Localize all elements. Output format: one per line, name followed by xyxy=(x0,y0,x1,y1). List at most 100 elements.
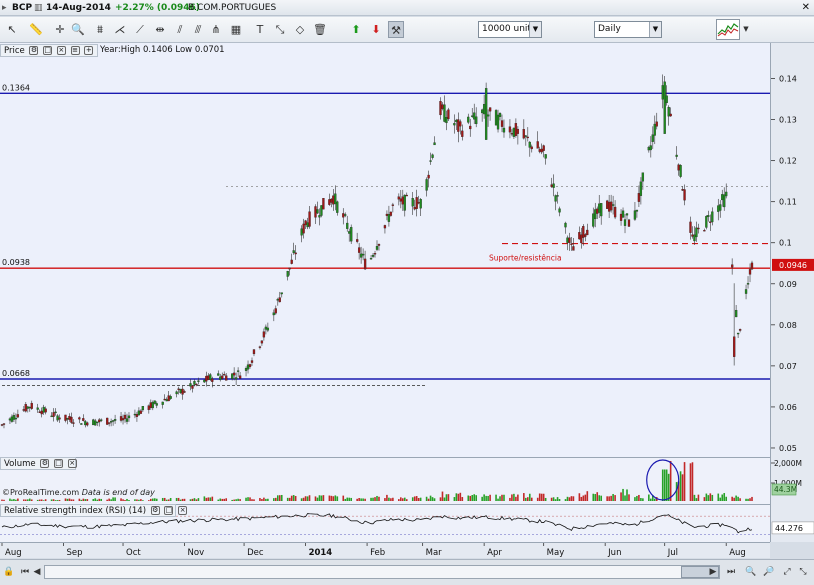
scroll-start-icon[interactable]: ⏮ xyxy=(20,567,30,577)
window-menu-icon[interactable]: ▸ xyxy=(2,3,7,13)
cross-tool[interactable]: ✛ xyxy=(55,23,65,36)
volume-bar xyxy=(431,497,434,501)
volume-bar xyxy=(72,499,75,501)
price-chart[interactable]: 0.1364 0.0938 0.0668 Suporte/resistência xyxy=(0,43,770,542)
close-panel-icon[interactable]: × xyxy=(67,459,77,468)
buy-arrow-tool[interactable]: ⬆ xyxy=(351,23,361,36)
candle-body xyxy=(119,416,123,421)
zoom-fit-icon[interactable]: ⤢ xyxy=(783,567,791,577)
candle-body xyxy=(231,373,234,379)
volume-bar xyxy=(471,495,474,501)
scrollbar-thumb[interactable] xyxy=(681,566,719,578)
volume-bar xyxy=(695,498,698,501)
scroll-right-icon[interactable]: ▶ xyxy=(709,567,717,577)
candle-body xyxy=(445,117,448,124)
candle-body xyxy=(127,415,131,419)
volume-bar xyxy=(745,498,747,501)
candle-body xyxy=(635,209,639,212)
arrows-tool[interactable]: ⤡ xyxy=(275,23,285,36)
volume-bar xyxy=(530,497,533,501)
shapes-tool[interactable]: ◇ xyxy=(295,23,305,36)
x-tick-label: Dec xyxy=(247,548,264,558)
chevron-down-icon[interactable]: ▼ xyxy=(743,25,749,33)
cursor-tool[interactable]: ↖ xyxy=(7,23,17,36)
candle-body xyxy=(663,81,666,134)
volume-bar xyxy=(608,496,610,501)
watermark-note: Data is end of day xyxy=(81,488,155,497)
trendline-tool[interactable]: ⟋ xyxy=(136,23,144,36)
zoom-in-icon[interactable]: 🔎 xyxy=(763,567,775,577)
candle-body xyxy=(413,207,416,210)
plot-area[interactable]: 0.1364 0.0938 0.0668 Suporte/resistência Pr… xyxy=(0,43,770,542)
units-select[interactable]: 10000 units ▼ xyxy=(478,21,542,38)
close-panel-icon[interactable]: × xyxy=(178,506,188,515)
fibonacci-tool[interactable]: ⩩ xyxy=(97,23,103,36)
horizontal-scrollbar[interactable] xyxy=(44,565,720,579)
candle-body xyxy=(276,299,279,301)
grid-tool[interactable]: ▦ xyxy=(230,23,242,36)
chart-type-icon[interactable]: ▥ xyxy=(34,3,43,13)
candle-body xyxy=(280,292,283,295)
close-panel-icon[interactable]: × xyxy=(56,46,66,55)
candle-body xyxy=(109,421,113,423)
fan-tool[interactable]: ⋌ xyxy=(114,23,126,36)
wrench-icon[interactable]: ⚙ xyxy=(150,506,160,515)
candle-body xyxy=(336,201,339,213)
volume-bar xyxy=(64,498,67,501)
volume-bar xyxy=(723,493,726,501)
volume-bar xyxy=(398,499,400,501)
candle-body xyxy=(639,181,643,196)
maximize-icon[interactable]: □ xyxy=(164,506,174,515)
wrench-icon[interactable]: ⚙ xyxy=(29,46,39,55)
candle-body xyxy=(26,406,29,409)
volume-bar xyxy=(679,471,682,501)
date-axis[interactable]: Aug Sep Oct Nov Dec 2014 Feb Mar Apr May Jun Jul Aug xyxy=(0,542,770,558)
volume-bar xyxy=(725,496,728,501)
chevron-down-icon[interactable]: ▼ xyxy=(529,22,541,37)
zoom-out-icon[interactable]: 🔍 xyxy=(745,567,757,577)
candle-body xyxy=(441,104,444,109)
horizontal-line-tool[interactable]: ⇹ xyxy=(155,23,165,36)
candle-body xyxy=(30,402,33,409)
x-tick-label: Aug xyxy=(729,548,746,558)
chart-style-thumbnail[interactable] xyxy=(716,19,740,40)
maximize-icon[interactable]: □ xyxy=(43,46,53,55)
trash-tool[interactable]: 🗑 xyxy=(313,23,327,36)
candle-body xyxy=(278,297,281,303)
candle-body xyxy=(356,239,359,242)
chevron-down-icon[interactable]: ▼ xyxy=(649,22,661,37)
wrench-icon[interactable]: ⚙ xyxy=(40,459,50,468)
candle-body xyxy=(258,346,262,348)
candle-body xyxy=(399,198,402,202)
candle-body xyxy=(274,308,277,314)
period-select[interactable]: Daily ▼ xyxy=(594,21,662,38)
volume-bar xyxy=(747,498,749,501)
toolbar: ↖ 📏 ✛ 🔍 ⩩ ⋌ ⟋ ⇹ ⫽ ⫻ ⋔ ▦ T ⤡ ◇ 🗑 ⬆ ⬇ ⚒ 10000 units ▼ Daily ▼ ▼ xyxy=(0,17,814,43)
scroll-left-icon[interactable]: ◀ xyxy=(33,567,41,577)
volume-bar xyxy=(330,495,333,501)
volume-bar xyxy=(342,495,345,501)
scroll-end-icon[interactable]: ⏭ xyxy=(726,567,736,577)
volume-bar xyxy=(346,497,349,501)
close-icon[interactable]: ✕ xyxy=(801,2,810,13)
volume-bar xyxy=(540,493,543,501)
lock-icon[interactable]: 🔒 xyxy=(3,567,15,577)
zoom-reset-icon[interactable]: ⤡ xyxy=(799,567,807,577)
pitchfork-tool[interactable]: ⋔ xyxy=(211,23,221,36)
parallel-tool[interactable]: ⫻ xyxy=(194,23,202,36)
add-indicator-icon[interactable]: + xyxy=(84,46,94,55)
settings-icon[interactable]: ≡ xyxy=(70,46,80,55)
candle-body xyxy=(746,283,750,285)
text-tool[interactable]: T xyxy=(256,23,264,36)
sell-arrow-tool[interactable]: ⬇ xyxy=(371,23,381,36)
candle-body xyxy=(221,375,224,379)
y-tick-label: 0.14 xyxy=(779,75,797,84)
right-axis[interactable]: 0.0946 0.14 0.13 0.12 0.11 0.1 0.09 0.08 0.07 0.0… xyxy=(770,43,814,542)
maximize-icon[interactable]: □ xyxy=(54,459,64,468)
ruler-tool[interactable]: 📏 xyxy=(29,23,43,36)
candle-body xyxy=(526,136,529,139)
channel-tool[interactable]: ⫽ xyxy=(177,23,183,36)
volume-bar xyxy=(459,492,462,501)
settings-tool[interactable]: ⚒ xyxy=(388,21,404,38)
zoom-tool[interactable]: 🔍 xyxy=(71,23,85,36)
